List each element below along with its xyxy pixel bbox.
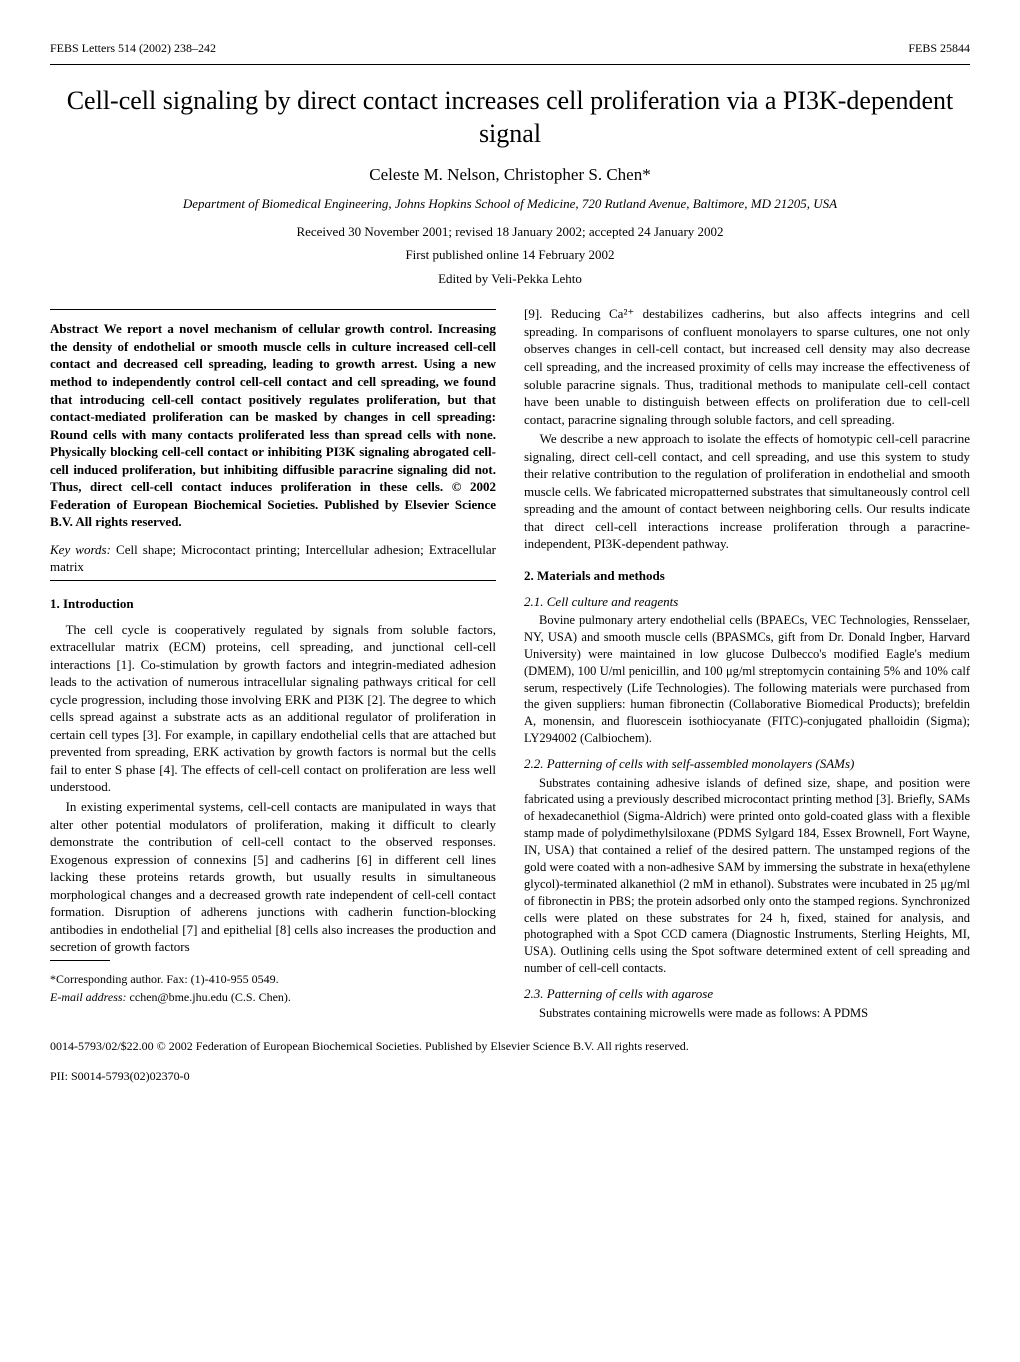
section-2-heading: 2. Materials and methods (524, 567, 970, 585)
footer-pii: PII: S0014-5793(02)02370-0 (50, 1068, 970, 1084)
abstract-body: We report a novel mechanism of cellular … (50, 321, 496, 529)
right-para-2: We describe a new approach to isolate th… (524, 430, 970, 553)
footnote-corresponding: *Corresponding author. Fax: (1)-410-955 … (50, 971, 496, 987)
abstract-block: Abstract We report a novel mechanism of … (50, 320, 496, 531)
header-right: FEBS 25844 (908, 40, 970, 56)
first-published: First published online 14 February 2002 (50, 246, 970, 264)
subsection-2-2-heading: 2.2. Patterning of cells with self-assem… (524, 755, 970, 773)
header-left: FEBS Letters 514 (2002) 238–242 (50, 40, 216, 56)
received-dates: Received 30 November 2001; revised 18 Ja… (50, 223, 970, 241)
abstract-bottom-rule (50, 580, 496, 581)
right-para-1: [9]. Reducing Ca²⁺ destabilizes cadherin… (524, 305, 970, 428)
article-title: Cell-cell signaling by direct contact in… (50, 85, 970, 150)
keywords-label: Key words: (50, 542, 111, 557)
section-1-heading: 1. Introduction (50, 595, 496, 613)
footer-copyright: 0014-5793/02/$22.00 © 2002 Federation of… (50, 1038, 970, 1054)
left-column: Abstract We report a novel mechanism of … (50, 305, 496, 1023)
subsection-2-1-heading: 2.1. Cell culture and reagents (524, 593, 970, 611)
footnote-email: cchen@bme.jhu.edu (C.S. Chen). (130, 990, 291, 1004)
footnote-email-line: E-mail address: cchen@bme.jhu.edu (C.S. … (50, 989, 496, 1005)
header-rule (50, 64, 970, 65)
footnote-email-label: E-mail address: (50, 990, 127, 1004)
section-1-para-2: In existing experimental systems, cell-c… (50, 798, 496, 956)
running-header: FEBS Letters 514 (2002) 238–242 FEBS 258… (50, 40, 970, 56)
footnote-separator (50, 960, 110, 961)
affiliation: Department of Biomedical Engineering, Jo… (50, 195, 970, 213)
abstract-top-rule (50, 309, 496, 310)
abstract-label: Abstract (50, 321, 98, 336)
two-column-body: Abstract We report a novel mechanism of … (50, 305, 970, 1023)
subsection-2-3-body: Substrates containing microwells were ma… (524, 1005, 970, 1022)
keywords-block: Key words: Cell shape; Microcontact prin… (50, 541, 496, 576)
authors: Celeste M. Nelson, Christopher S. Chen* (50, 164, 970, 187)
section-1-para-1: The cell cycle is cooperatively regulate… (50, 621, 496, 796)
keywords-body: Cell shape; Microcontact printing; Inter… (50, 542, 496, 575)
subsection-2-2-body: Substrates containing adhesive islands o… (524, 775, 970, 978)
subsection-2-1-body: Bovine pulmonary artery endothelial cell… (524, 612, 970, 747)
right-column: [9]. Reducing Ca²⁺ destabilizes cadherin… (524, 305, 970, 1023)
subsection-2-3-heading: 2.3. Patterning of cells with agarose (524, 985, 970, 1003)
edited-by: Edited by Veli-Pekka Lehto (50, 270, 970, 288)
